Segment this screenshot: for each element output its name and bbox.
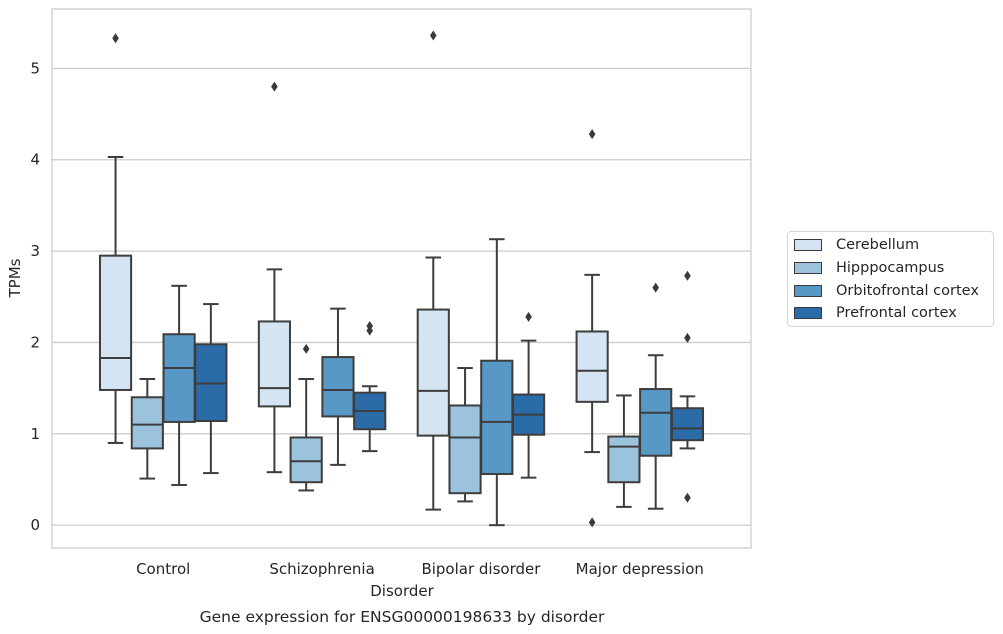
outlier-point bbox=[271, 81, 278, 92]
legend-label: Orbitofrontal cortex bbox=[836, 283, 979, 299]
outlier-point bbox=[112, 33, 119, 44]
legend-label: Cerebellum bbox=[836, 237, 920, 253]
legend-label: Hipppocampus bbox=[836, 260, 945, 276]
chart-title: Gene expression for ENSG00000198633 by d… bbox=[200, 608, 605, 626]
legend-item-cerebellum: Cerebellum bbox=[794, 236, 919, 254]
outlier-point bbox=[366, 321, 374, 332]
legend-item-hippocampus: Hipppocampus bbox=[794, 259, 944, 277]
legend-swatch bbox=[794, 307, 822, 319]
outlier-point bbox=[429, 30, 437, 41]
box bbox=[257, 320, 291, 408]
box bbox=[639, 388, 673, 457]
box bbox=[607, 435, 641, 484]
box-0-3 bbox=[575, 129, 609, 528]
legend-swatch bbox=[794, 239, 822, 251]
box bbox=[289, 436, 323, 484]
box-3-1 bbox=[353, 321, 387, 453]
box-series bbox=[98, 30, 705, 528]
outlier-point bbox=[684, 332, 691, 343]
x-tick-labels: Control Schizophrenia Bipolar disorder Majo… bbox=[136, 560, 704, 578]
box bbox=[575, 330, 609, 403]
box bbox=[321, 356, 355, 418]
box-2-1 bbox=[321, 307, 355, 466]
x-tick-label: Schizophrenia bbox=[269, 560, 374, 578]
x-tick-label: Major depression bbox=[576, 560, 704, 578]
box bbox=[448, 404, 482, 495]
y-tick-label: 1 bbox=[30, 425, 40, 443]
x-tick-label: Control bbox=[136, 560, 190, 578]
outlier-point bbox=[302, 343, 310, 354]
box-0-0 bbox=[98, 33, 133, 444]
box-3-3 bbox=[670, 270, 705, 503]
box-3-0 bbox=[194, 303, 228, 475]
box-2-2 bbox=[480, 238, 514, 527]
plot-area bbox=[51, 8, 752, 549]
box bbox=[416, 308, 450, 437]
outlier-point bbox=[588, 517, 596, 528]
y-tick-labels: 0 1 2 3 4 5 bbox=[30, 59, 40, 534]
outlier-point bbox=[684, 270, 691, 281]
legend-swatch bbox=[794, 285, 822, 297]
outlier-point bbox=[684, 492, 691, 503]
box bbox=[130, 396, 164, 450]
legend: Cerebellum Hipppocampus Orbitofrontal co… bbox=[787, 231, 994, 327]
box-1-2 bbox=[448, 367, 482, 503]
y-tick-label: 2 bbox=[30, 333, 40, 351]
box-1-3 bbox=[607, 394, 641, 508]
box-0-1 bbox=[257, 81, 291, 474]
outlier-point bbox=[652, 282, 659, 293]
legend-item-orbitofrontal-cortex: Orbitofrontal cortex bbox=[794, 282, 979, 300]
x-axis-label: Disorder bbox=[370, 582, 434, 600]
legend-label: Prefrontal cortex bbox=[836, 305, 957, 321]
y-tick-label: 5 bbox=[30, 59, 40, 77]
legend-item-prefrontal-cortex: Prefrontal cortex bbox=[794, 304, 957, 322]
box bbox=[480, 359, 514, 476]
box bbox=[670, 407, 705, 442]
outlier-point bbox=[588, 129, 596, 140]
legend-swatch bbox=[794, 262, 822, 274]
y-tick-label: 0 bbox=[30, 516, 40, 534]
y-tick-label: 3 bbox=[30, 242, 40, 260]
box bbox=[162, 333, 196, 423]
outlier-point bbox=[525, 311, 532, 322]
box-0-2 bbox=[416, 30, 450, 511]
y-axis-label: TPMs bbox=[6, 258, 24, 298]
x-tick-label: Bipolar disorder bbox=[421, 560, 541, 578]
y-tick-label: 4 bbox=[30, 151, 40, 169]
box-1-1 bbox=[289, 343, 323, 492]
box-2-0 bbox=[162, 284, 196, 486]
box-2-3 bbox=[639, 282, 673, 510]
box bbox=[98, 254, 133, 391]
box-3-2 bbox=[512, 311, 546, 479]
